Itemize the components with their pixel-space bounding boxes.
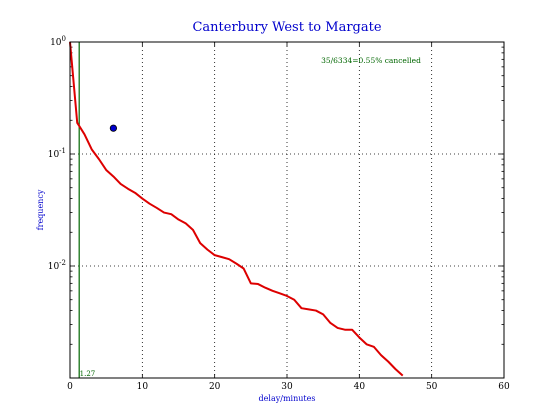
y-tick-label-base: 10 [48, 150, 60, 160]
y-tick-label-base: 10 [48, 262, 60, 272]
y-tick-label-exponent: 0 [62, 35, 66, 43]
series-line [69, 41, 404, 377]
y-tick-label: 10-2 [48, 259, 66, 272]
y-tick-label: 100 [50, 35, 66, 48]
x-tick-label: 60 [498, 382, 510, 392]
mean-line-label: 1.27 [80, 370, 96, 378]
cancelled-annotation: 35/6334=0.55% cancelled [321, 56, 421, 65]
y-tick-label-exponent: -2 [59, 259, 66, 267]
y-tick-label: 10-1 [48, 147, 66, 160]
x-tick-label: 10 [137, 382, 149, 392]
chart-title: Canterbury West to Margate [192, 20, 381, 35]
x-tick-label: 30 [281, 382, 293, 392]
y-tick-label-exponent: -1 [59, 147, 66, 155]
data-point [109, 124, 118, 132]
x-tick-label: 0 [67, 382, 73, 392]
x-axis-label: delay/minutes [259, 394, 316, 403]
y-tick-label-base: 10 [50, 38, 62, 48]
y-axis-label: frequency [36, 189, 45, 230]
x-tick-label: 40 [354, 382, 366, 392]
x-tick-label: 20 [209, 382, 221, 392]
x-tick-label: 50 [426, 382, 438, 392]
